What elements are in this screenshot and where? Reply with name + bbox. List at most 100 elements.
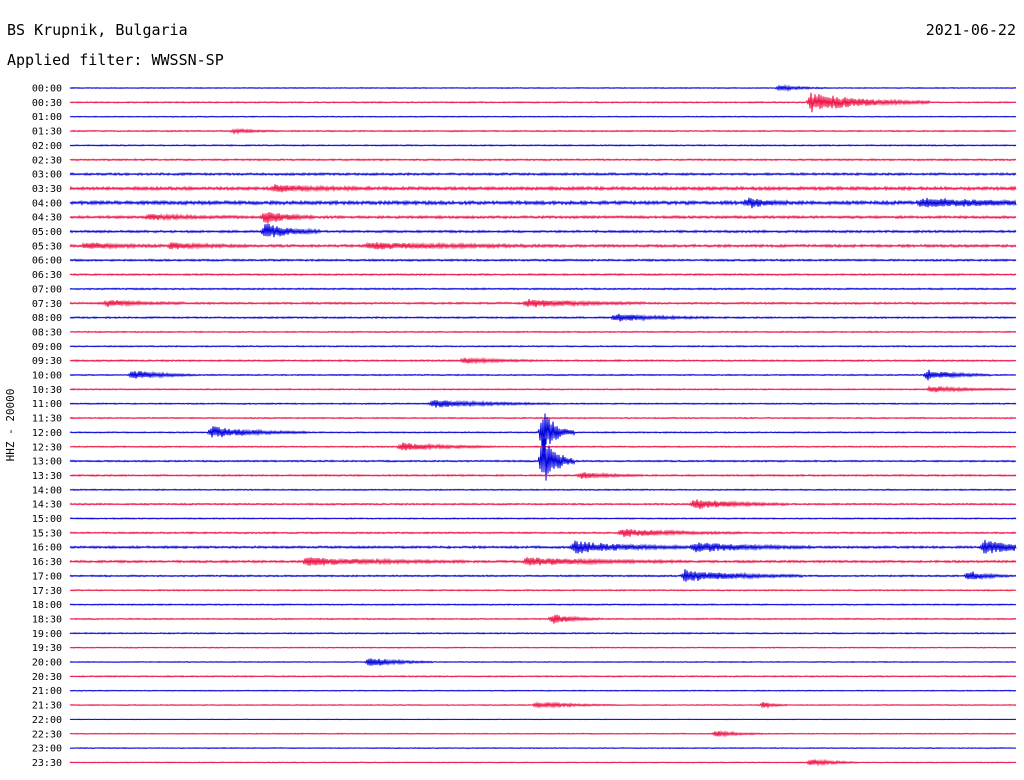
trace-line — [69, 631, 1017, 635]
trace-line — [69, 416, 1017, 420]
trace-line — [69, 603, 1017, 606]
time-label: 16:30 — [32, 557, 62, 568]
time-label: 04:30 — [32, 213, 62, 224]
trace-line — [69, 184, 1017, 193]
time-label: 09:30 — [32, 356, 62, 367]
trace-line — [69, 517, 1017, 520]
y-axis-label: HHZ - 20000 — [4, 389, 17, 462]
trace-line — [69, 658, 1017, 666]
trace-line — [69, 313, 1017, 322]
time-label: 21:30 — [32, 701, 62, 712]
trace-line — [69, 330, 1017, 334]
time-label: 07:00 — [32, 284, 62, 295]
date-label: 2021-06-22 — [925, 21, 1016, 39]
trace-line — [69, 356, 1017, 365]
time-label: 09:00 — [32, 342, 62, 353]
time-label: 13:00 — [32, 457, 62, 468]
time-label: 22:00 — [32, 715, 62, 726]
trace-line — [69, 115, 1017, 118]
time-label: 01:30 — [32, 127, 62, 138]
time-label: 07:30 — [32, 299, 62, 310]
time-label: 01:00 — [32, 112, 62, 123]
time-label: 11:00 — [32, 399, 62, 410]
trace-line — [69, 499, 1017, 509]
trace-line — [69, 746, 1017, 750]
trace-line — [69, 212, 1017, 224]
trace-line — [69, 569, 1017, 582]
seismic-traces — [69, 84, 1017, 767]
time-label: 17:00 — [32, 571, 62, 582]
time-label: 19:00 — [32, 629, 62, 640]
trace-line — [69, 84, 1017, 92]
trace-line — [69, 729, 1017, 738]
trace-line — [69, 258, 1017, 263]
trace-line — [69, 385, 1017, 393]
time-label: 11:30 — [32, 414, 62, 425]
time-label: 05:00 — [32, 227, 62, 238]
time-label: 17:30 — [32, 586, 62, 597]
time-label: 03:00 — [32, 170, 62, 181]
time-label: 12:00 — [32, 428, 62, 439]
trace-line — [69, 614, 1017, 624]
trace-line — [69, 287, 1017, 291]
trace-line — [69, 158, 1017, 162]
time-labels: 00:00 00:30 01:00 01:30 02:00 02:30 03:00 03:30… — [32, 84, 62, 769]
time-label: 18:00 — [32, 600, 62, 611]
time-label: 04:00 — [32, 198, 62, 209]
time-label: 20:30 — [32, 672, 62, 683]
trace-line — [69, 689, 1017, 692]
trace-line — [69, 539, 1017, 554]
time-label: 08:30 — [32, 327, 62, 338]
trace-line — [69, 92, 1017, 113]
trace-line — [69, 241, 1017, 250]
trace-line — [69, 646, 1017, 649]
time-label: 23:00 — [32, 744, 62, 755]
time-label: 14:00 — [32, 485, 62, 496]
trace-line — [69, 674, 1017, 678]
time-label: 18:30 — [32, 614, 62, 625]
time-label: 02:30 — [32, 155, 62, 166]
trace-line — [69, 438, 1017, 481]
station-title: BS Krupnik, Bulgaria — [7, 21, 188, 39]
time-label: 06:30 — [32, 270, 62, 281]
time-label: 21:00 — [32, 686, 62, 697]
trace-line — [69, 127, 1017, 135]
time-label: 00:00 — [32, 84, 62, 95]
trace-line — [69, 344, 1017, 348]
time-label: 10:30 — [32, 385, 62, 396]
trace-line — [69, 144, 1017, 147]
trace-line — [69, 223, 1017, 238]
time-label: 12:30 — [32, 442, 62, 453]
time-label: 02:00 — [32, 141, 62, 152]
trace-line — [69, 272, 1017, 277]
trace-line — [69, 413, 1017, 451]
trace-line — [69, 399, 1017, 408]
trace-line — [69, 197, 1017, 209]
trace-line — [69, 472, 1017, 480]
filter-label: Applied filter: WWSSN-SP — [7, 51, 224, 69]
trace-line — [69, 528, 1017, 538]
time-label: 10:00 — [32, 371, 62, 382]
trace-line — [69, 171, 1017, 177]
time-label: 05:30 — [32, 241, 62, 252]
trace-line — [69, 588, 1017, 592]
time-label: 16:00 — [32, 543, 62, 554]
time-label: 15:30 — [32, 528, 62, 539]
time-label: 22:30 — [32, 729, 62, 740]
trace-line — [69, 758, 1017, 767]
trace-line — [69, 369, 1017, 381]
trace-line — [69, 488, 1017, 492]
time-label: 13:30 — [32, 471, 62, 482]
trace-line — [69, 557, 1017, 566]
trace-line — [69, 299, 1017, 308]
time-label: 19:30 — [32, 643, 62, 654]
time-label: 03:30 — [32, 184, 62, 195]
time-label: 08:00 — [32, 313, 62, 324]
time-label: 15:00 — [32, 514, 62, 525]
time-label: 06:00 — [32, 256, 62, 267]
trace-line — [69, 718, 1017, 721]
time-label: 00:30 — [32, 98, 62, 109]
time-label: 20:00 — [32, 658, 62, 669]
trace-line — [69, 701, 1017, 710]
